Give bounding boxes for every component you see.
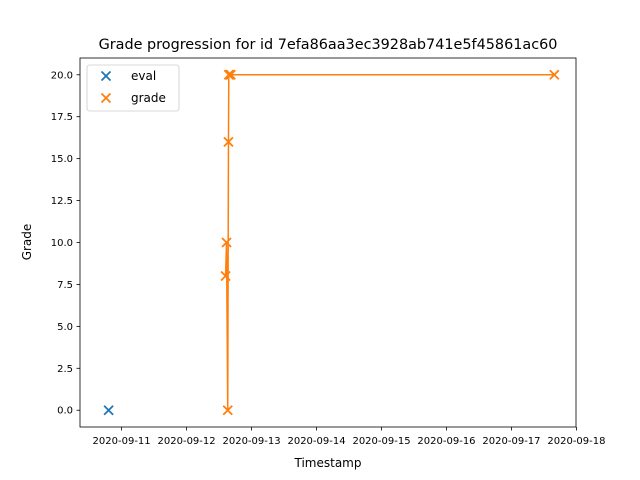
point-grade-0 (220, 270, 231, 282)
legend-label-grade: grade (131, 91, 166, 105)
y-tick-label-8: 20.0 (51, 70, 73, 81)
series-line-grade (224, 74, 555, 411)
legend-marker-grade (100, 92, 112, 104)
x-tick-label-6: 2020-09-17 (482, 436, 540, 447)
legend-marker-eval (100, 70, 112, 82)
y-axis-label: Grade (20, 224, 34, 261)
y-tick-label-0: 0.0 (57, 406, 73, 417)
plot-area (103, 69, 560, 416)
point-grade-7 (549, 69, 560, 80)
y-tick-label-7: 17.5 (51, 112, 73, 123)
point-eval-0 (103, 405, 114, 416)
x-tick-label-0: 2020-09-11 (93, 436, 151, 447)
chart-title: Grade progression for id 7efa86aa3ec3928… (99, 37, 558, 53)
x-axis-label: Timestamp (294, 456, 362, 470)
y-tick-label-1: 2.5 (57, 364, 73, 375)
y-tick-label-4: 10.0 (51, 238, 73, 249)
y-axis-ticks: 0.0 2.5 5.0 7.5 10.0 12.5 15.0 17.5 20.0 (51, 70, 80, 417)
point-grade-6 (225, 69, 236, 80)
y-tick-label-2: 5.0 (57, 322, 73, 333)
legend-label-eval: eval (131, 69, 156, 83)
x-tick-label-3: 2020-09-14 (287, 436, 345, 447)
axes-frame (79, 57, 577, 428)
point-grade-1 (221, 237, 232, 248)
point-grade-3 (223, 136, 234, 148)
x-tick-label-7: 2020-09-18 (547, 436, 605, 447)
legend: eval grade (86, 64, 180, 112)
y-tick-label-6: 15.0 (51, 154, 73, 165)
x-tick-label-2: 2020-09-13 (222, 436, 280, 447)
y-tick-label-5: 12.5 (51, 196, 73, 207)
x-tick-label-5: 2020-09-16 (417, 436, 475, 447)
y-tick-label-3: 7.5 (57, 280, 73, 291)
point-grade-2 (222, 405, 233, 416)
x-tick-label-4: 2020-09-15 (352, 436, 410, 447)
x-axis-ticks: 2020-09-11 2020-09-12 2020-09-13 2020-09-14… (93, 427, 606, 447)
x-tick-label-1: 2020-09-12 (158, 436, 216, 447)
legend-box (86, 64, 180, 112)
